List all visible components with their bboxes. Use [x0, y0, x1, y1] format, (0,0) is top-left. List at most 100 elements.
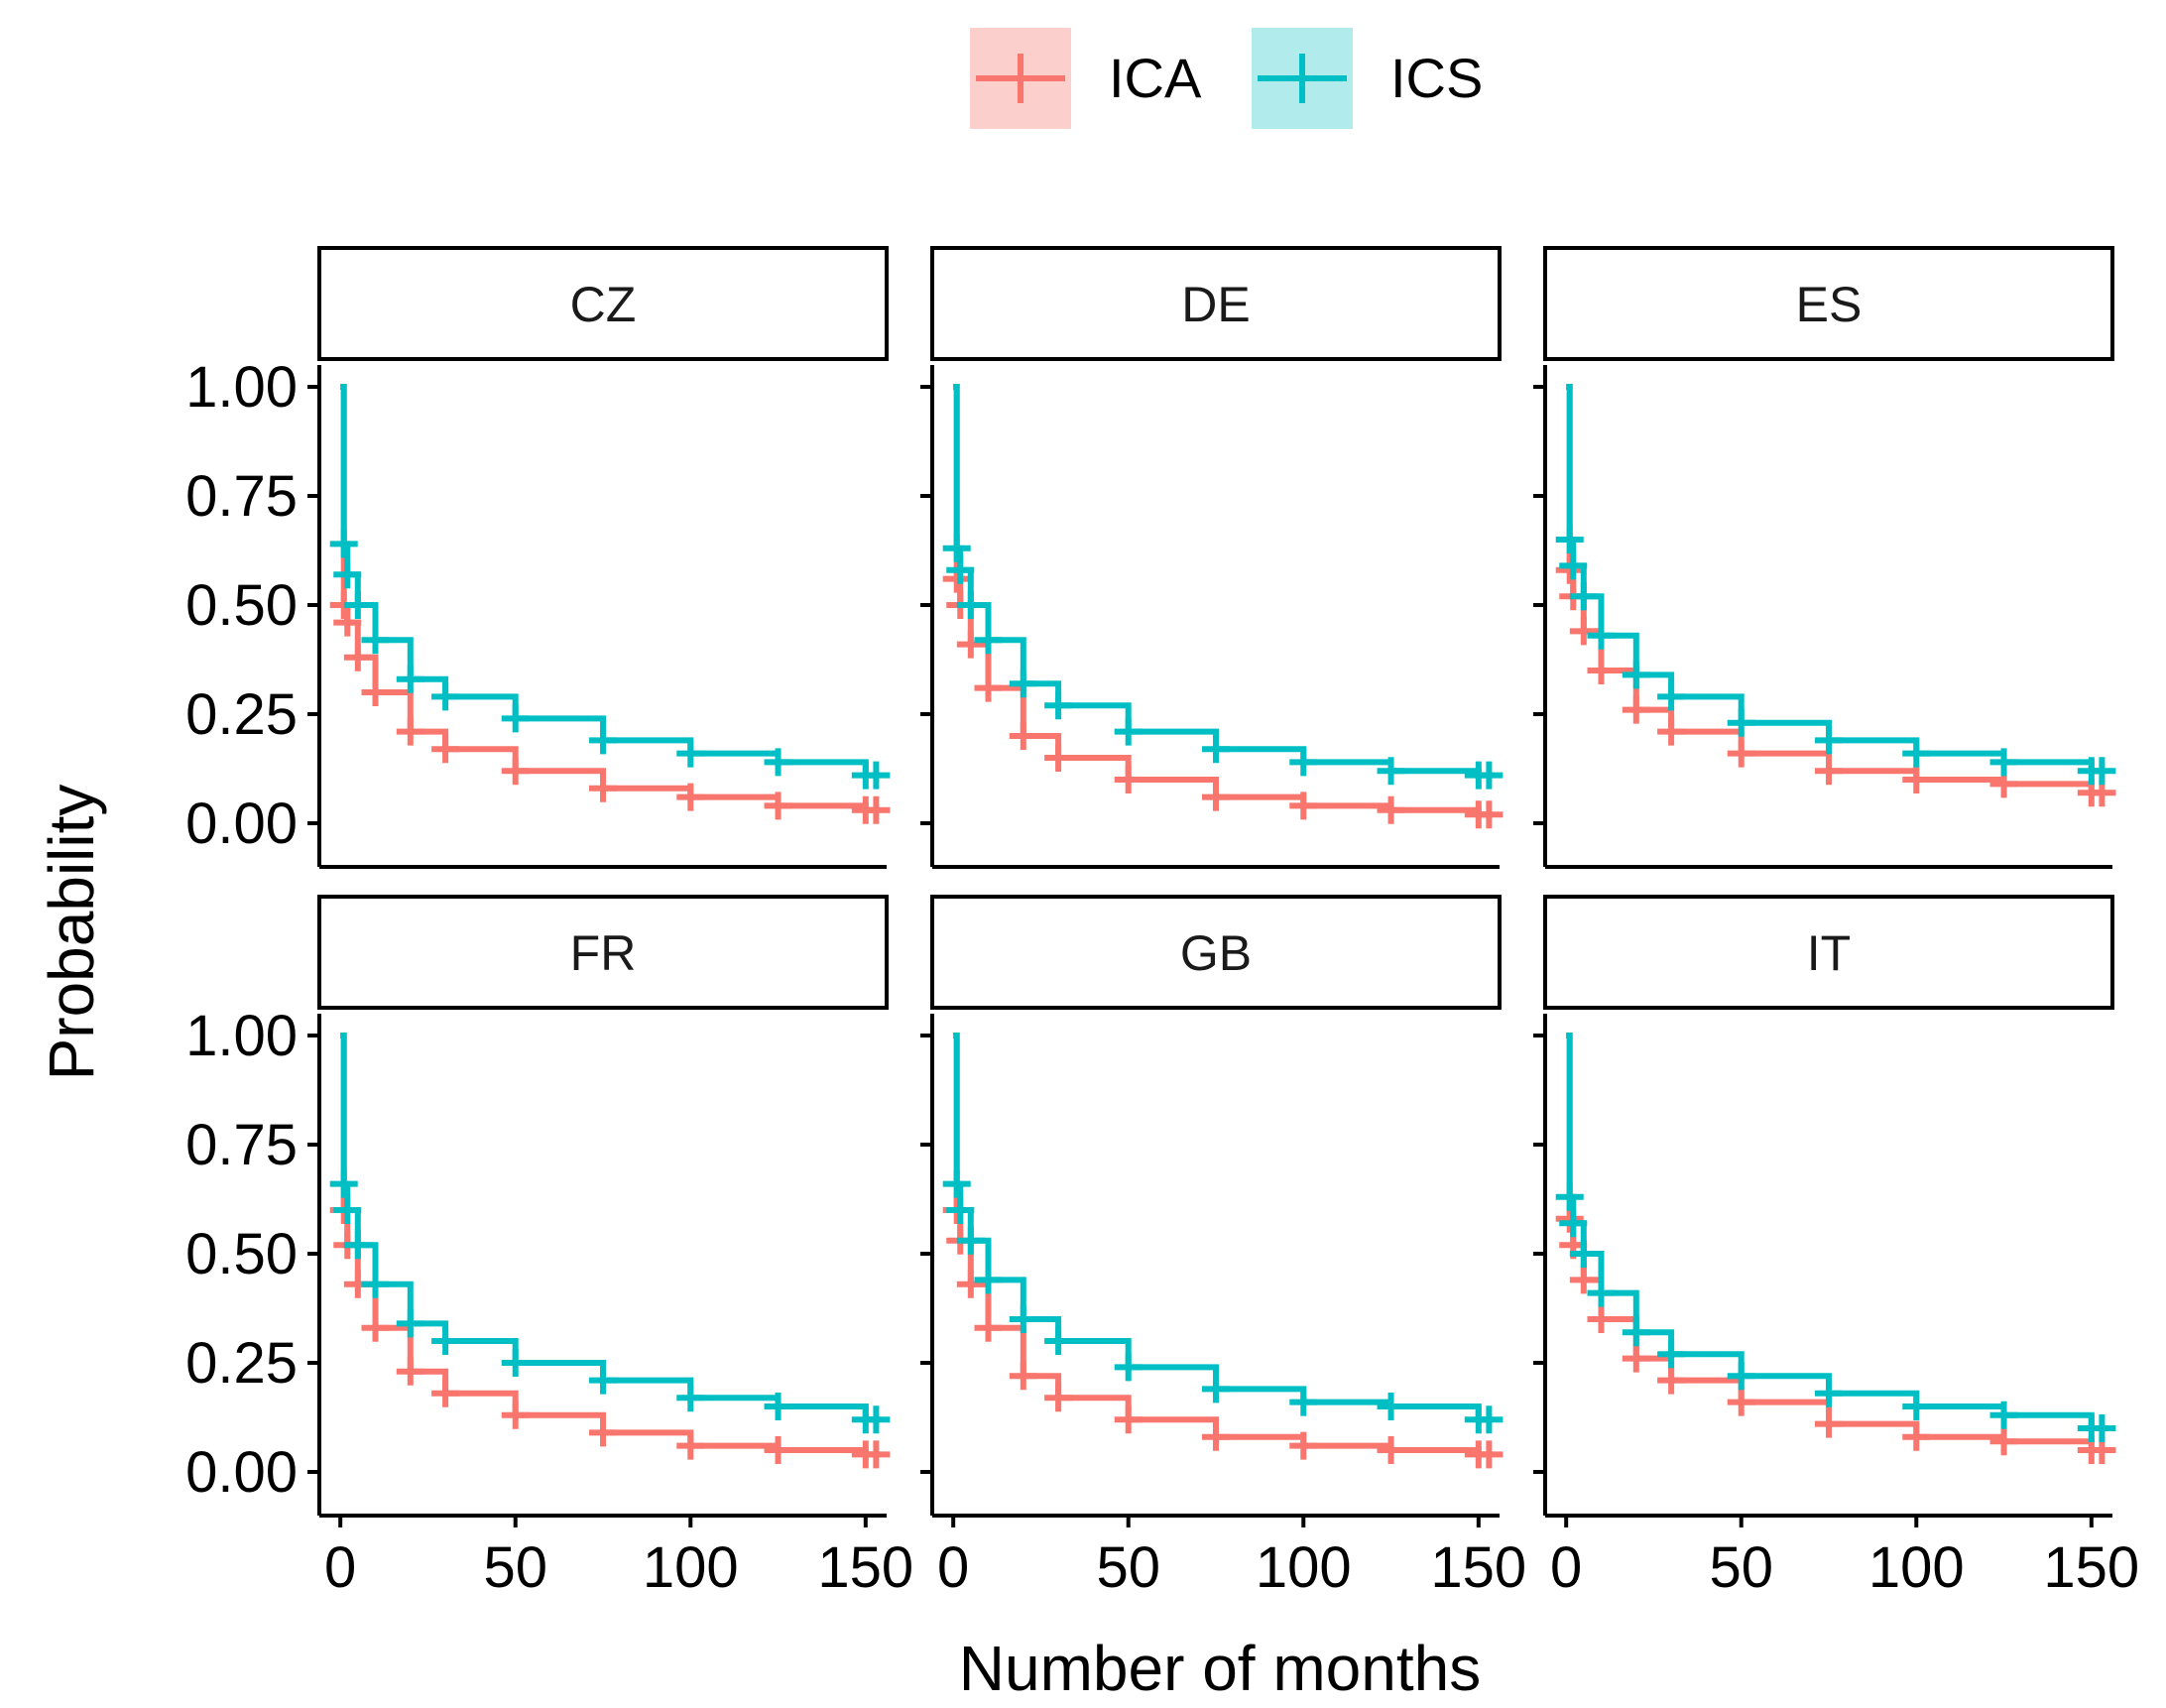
point-ica-de	[1202, 783, 1230, 811]
facet-panels: CZ 0.00 0.25 0.50 0.75 1.00 DE ES FR 0.00 0.25 0.50…	[185, 246, 2139, 1600]
series-ica-de	[942, 384, 1504, 829]
point-ics-it	[1989, 1401, 2018, 1429]
strip-gb	[930, 895, 1502, 1010]
point-ics-it	[1902, 1393, 1931, 1420]
series-ics-fr	[329, 1033, 891, 1434]
point-ics-gb	[1475, 1405, 1504, 1434]
point-ics-it	[1815, 1379, 1843, 1407]
point-ica-it	[1587, 1305, 1616, 1333]
point-ics-de	[946, 555, 975, 584]
point-ics-cz	[333, 560, 362, 589]
legend-label-ics: ICS	[1390, 47, 1483, 109]
y-tick-label-cz: 1.00	[185, 355, 298, 420]
y-tick-label-fr: 0.75	[185, 1113, 298, 1177]
point-ica-de	[1289, 792, 1318, 820]
point-ics-es	[1657, 682, 1686, 711]
point-ics-cz	[862, 761, 891, 790]
point-ics-cz	[329, 530, 358, 558]
point-ica-es	[1587, 657, 1616, 684]
curve-ics-es	[1566, 384, 2103, 775]
point-ica-de	[1009, 722, 1037, 750]
strip-label-it: IT	[1807, 925, 1851, 981]
curve-ica-es	[1566, 384, 2103, 796]
point-ica-es	[1622, 695, 1650, 724]
point-ica-cz	[676, 783, 705, 811]
point-ics-gb	[1202, 1375, 1230, 1403]
point-ica-de	[1044, 744, 1073, 772]
series-ics-gb	[942, 1033, 1504, 1434]
x-tick-label-fr: 100	[643, 1535, 739, 1600]
strip-label-cz: CZ	[570, 277, 637, 332]
point-ica-gb	[1377, 1436, 1405, 1464]
point-ica-es	[1815, 757, 1843, 786]
point-ics-de	[1289, 748, 1318, 777]
panel-cz: CZ 0.00 0.25 0.50 0.75 1.00	[185, 246, 891, 869]
point-ics-fr	[431, 1327, 460, 1355]
axes-fr: 0.00 0.25 0.50 0.75 1.00 0 50 100 150	[185, 1004, 913, 1600]
strip-label-fr: FR	[570, 925, 637, 981]
point-ica-gb	[1044, 1384, 1073, 1412]
point-ica-it	[1989, 1427, 2018, 1456]
x-tick-label-it: 50	[1709, 1535, 1773, 1600]
point-ica-gb	[1289, 1431, 1318, 1460]
point-ics-it	[2088, 1414, 2116, 1442]
x-tick-label-fr: 50	[483, 1535, 547, 1600]
point-ics-gb	[974, 1266, 1003, 1294]
panel-gb: GB 0 50 100 150	[920, 895, 1526, 1600]
point-ica-fr	[361, 1313, 390, 1342]
point-ics-gb	[1114, 1353, 1143, 1382]
axes-cz: 0.00 0.25 0.50 0.75 1.00	[185, 355, 887, 869]
point-ica-gb	[1009, 1362, 1037, 1391]
curve-ica-fr	[340, 1033, 877, 1458]
point-ics-fr	[764, 1393, 792, 1420]
point-ica-es	[1657, 717, 1686, 746]
point-ics-es	[1727, 708, 1755, 737]
y-tick-label-fr: 0.00	[185, 1440, 298, 1505]
point-ica-gb	[1475, 1440, 1504, 1469]
x-tick-label-gb: 150	[1430, 1535, 1526, 1600]
point-ica-cz	[396, 717, 424, 746]
curve-ics-fr	[340, 1033, 877, 1423]
axes-es	[1533, 365, 2112, 869]
point-ica-fr	[589, 1418, 617, 1447]
x-axis-title: Number of months	[959, 1633, 1481, 1704]
point-ics-cz	[361, 626, 390, 655]
point-ica-cz	[764, 792, 792, 820]
point-ics-it	[1559, 1209, 1588, 1238]
point-ics-it	[1622, 1318, 1650, 1347]
x-tick-label-fr: 0	[324, 1535, 356, 1600]
series-ica-gb	[942, 1033, 1504, 1469]
y-tick-label-cz: 0.00	[185, 792, 298, 856]
point-ics-es	[1815, 726, 1843, 755]
point-ics-cz	[676, 739, 705, 768]
point-ica-it	[1569, 1266, 1598, 1294]
x-tick-label-gb: 50	[1096, 1535, 1160, 1600]
x-tick-label-gb: 0	[937, 1535, 969, 1600]
strip-fr	[317, 895, 889, 1010]
point-ics-de	[1377, 757, 1405, 786]
point-ics-de	[942, 534, 971, 562]
series-ics-de	[942, 384, 1504, 790]
legend: ICA ICS	[970, 28, 1483, 129]
point-ics-it	[1587, 1279, 1616, 1307]
point-ics-es	[1559, 551, 1588, 580]
x-tick-label-it: 100	[1868, 1535, 1965, 1600]
point-ica-fr	[764, 1436, 792, 1464]
y-axis-title: Probability	[36, 785, 107, 1081]
point-ics-es	[1555, 526, 1584, 553]
point-ics-es	[1587, 621, 1616, 650]
series-ica-es	[1555, 384, 2116, 807]
point-ics-es	[2088, 757, 2116, 786]
curve-ics-cz	[340, 384, 877, 779]
point-ics-de	[1009, 670, 1037, 698]
point-ica-fr	[501, 1401, 530, 1429]
point-ics-it	[1727, 1362, 1755, 1391]
point-ics-de	[974, 626, 1003, 655]
point-ics-gb	[946, 1196, 975, 1224]
axes-gb: 0 50 100 150	[920, 1014, 1526, 1600]
point-ica-gb	[1202, 1422, 1230, 1451]
point-ics-gb	[956, 1226, 985, 1255]
point-ica-cz	[343, 643, 372, 671]
point-ica-cz	[431, 735, 460, 764]
y-tick-label-cz: 0.25	[185, 682, 298, 747]
